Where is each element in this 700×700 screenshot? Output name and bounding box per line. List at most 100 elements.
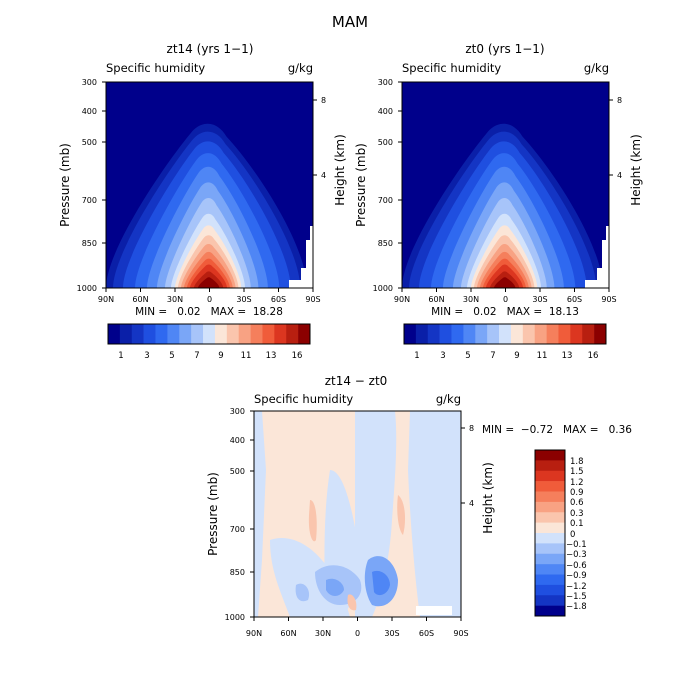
- colorbar-label: 1: [118, 351, 123, 361]
- x-tick-label: 90S: [305, 295, 320, 304]
- y-tick-label: 850: [82, 239, 97, 248]
- colorbar-swatch: [143, 324, 156, 344]
- y-tick-label: 700: [378, 196, 393, 205]
- colorbar-label: 0: [570, 530, 575, 540]
- heatmap-plot: [401, 81, 610, 289]
- colorbar-label: 0.1: [570, 519, 584, 529]
- colorbar-frame: [534, 449, 566, 617]
- colorbar-swatch: [582, 324, 595, 344]
- x-tick-label: 90N: [98, 295, 114, 304]
- panel-top-left: zt14 (yrs 1−1) Specific humidity g/kg 30…: [58, 42, 347, 361]
- colorbar-swatch: [214, 324, 228, 344]
- colorbar-swatch: [546, 324, 559, 344]
- colorbar-label: 16: [292, 351, 303, 361]
- y2-axis-title: Height (km): [333, 134, 347, 205]
- missing-data-mask: [585, 226, 609, 288]
- colorbar-swatch: [535, 470, 565, 482]
- colorbar-swatch: [535, 533, 565, 544]
- y2-tick-label: 4: [469, 499, 474, 508]
- colorbar-label: 13: [562, 351, 573, 361]
- panel-quantity-label: Specific humidity: [402, 61, 501, 75]
- colorbar-swatch: [451, 324, 464, 344]
- colorbar-label: 5: [169, 351, 174, 361]
- x-tick-label: 30S: [236, 295, 251, 304]
- colorbar-swatch: [535, 584, 565, 596]
- panel-title: zt14 (yrs 1−1): [167, 42, 254, 56]
- colorbar-label: −0.9: [566, 571, 587, 581]
- colorbar-label: 16: [588, 351, 599, 361]
- panel-units-label: g/kg: [288, 61, 313, 75]
- colorbar-swatch: [131, 324, 144, 344]
- colorbar-label: 11: [537, 351, 548, 361]
- colorbar-swatch: [535, 491, 565, 503]
- x-tick-label: 60S: [567, 295, 582, 304]
- colorbar-label: 7: [490, 351, 495, 361]
- y-axis-title: Pressure (mb): [354, 143, 368, 227]
- y2-tick-label: 8: [617, 96, 622, 105]
- colorbar-swatch: [179, 324, 192, 344]
- colorbar-swatch: [119, 324, 133, 344]
- colorbar-swatch: [487, 324, 500, 344]
- colorbar-vertical: [534, 449, 566, 617]
- colorbar-swatch: [558, 324, 571, 344]
- x-tick-label: 30N: [315, 629, 331, 638]
- x-tick-label: 60N: [428, 295, 444, 304]
- panel-quantity-label: Specific humidity: [254, 392, 353, 406]
- colorbar-label: 3: [144, 351, 149, 361]
- colorbar-label: 5: [465, 351, 470, 361]
- x-tick-label: 90N: [394, 295, 410, 304]
- y-axis-title: Pressure (mb): [206, 472, 220, 556]
- min-max-readout: MIN = 0.02 MAX = 18.13: [431, 306, 579, 318]
- y-tick-label: 400: [82, 107, 97, 116]
- x-tick-label: 60N: [132, 295, 148, 304]
- colorbar-swatch: [404, 324, 417, 344]
- x-axis-latitude: 90N 60N 30N 0 30S 60S 90S: [394, 288, 617, 304]
- colorbar-labels: 1.8 1.5 1.2 0.9 0.6 0.3 0.1 0 −0.1 −0.3 …: [566, 457, 587, 612]
- y2-tick-label: 8: [321, 96, 326, 105]
- colorbar-swatch: [415, 324, 429, 344]
- colorbar-label: −0.3: [566, 550, 587, 560]
- colorbar-swatch: [250, 324, 263, 344]
- y-tick-label: 850: [230, 568, 245, 577]
- colorbar-label: −1.5: [566, 592, 587, 602]
- colorbar-frame: [107, 323, 311, 345]
- colorbar-label: −0.6: [566, 561, 587, 571]
- colorbar-label: 9: [514, 351, 519, 361]
- y2-axis-height: 8 4 Height (km): [609, 96, 643, 206]
- colorbar-label: −1.2: [566, 582, 587, 592]
- colorbar-swatch: [522, 324, 535, 344]
- y2-tick-label: 8: [469, 424, 474, 433]
- colorbar-label: −0.1: [566, 540, 587, 550]
- colorbar-swatch: [108, 324, 121, 344]
- y2-tick-label: 4: [617, 171, 622, 180]
- x-tick-label: 30S: [532, 295, 547, 304]
- x-tick-label: 30N: [463, 295, 479, 304]
- y-tick-label: 700: [230, 525, 245, 534]
- colorbar-label: 13: [266, 351, 277, 361]
- x-tick-label: 0: [355, 629, 360, 638]
- colorbar-swatch: [274, 324, 287, 344]
- colorbar-label: 1.8: [570, 457, 584, 467]
- colorbar-swatch: [535, 481, 565, 492]
- x-tick-label: 90S: [453, 629, 468, 638]
- colorbar-swatch: [535, 450, 565, 461]
- colorbar-label: 1.5: [570, 467, 584, 477]
- humidity-contour: [198, 277, 220, 288]
- colorbar-swatch: [475, 324, 488, 344]
- panel-units-label: g/kg: [584, 61, 609, 75]
- colorbar-swatch: [262, 324, 275, 344]
- x-tick-label: 30N: [167, 295, 183, 304]
- colorbar-swatch: [535, 522, 565, 534]
- y-axis-pressure: 300 400 500 700 850 1000 Pressure (mb): [206, 407, 254, 622]
- colorbar-labels: 1 3 5 7 9 11 13 16: [118, 351, 302, 361]
- y2-axis-height: 8 4 Height (km): [461, 424, 495, 534]
- colorbar-label: 0.9: [570, 488, 584, 498]
- x-tick-label: 30S: [384, 629, 399, 638]
- y-tick-label: 850: [378, 239, 393, 248]
- x-tick-label: 90N: [246, 629, 262, 638]
- colorbar-swatch: [535, 512, 565, 523]
- y2-axis-title: Height (km): [629, 134, 643, 205]
- colorbar-swatch: [535, 460, 565, 472]
- colorbar-label: 1: [414, 351, 419, 361]
- colorbar-swatch: [535, 605, 565, 617]
